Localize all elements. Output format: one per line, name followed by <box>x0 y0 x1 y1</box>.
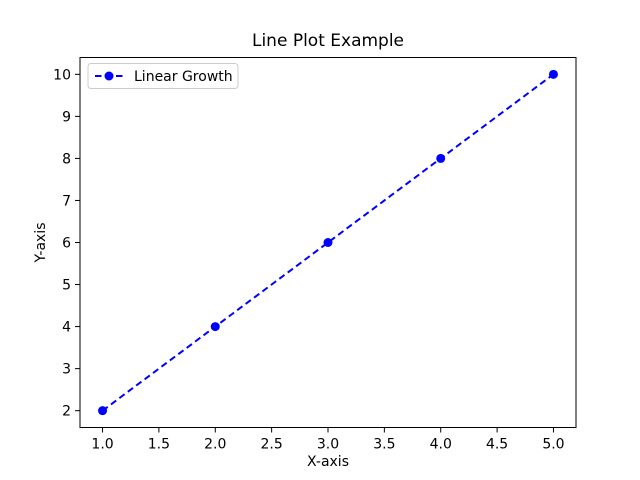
y-axis-ticks: 2 3 4 5 6 7 8 9 10 <box>53 67 80 420</box>
y-tick-label: 7 <box>62 193 71 209</box>
y-tick-label: 10 <box>53 67 71 83</box>
data-point-marker <box>323 238 333 247</box>
legend-box <box>87 63 239 89</box>
y-tick-label: 8 <box>62 151 71 167</box>
x-tick-label: 2.0 <box>204 437 226 453</box>
data-point-marker <box>98 406 108 416</box>
legend-sample-marker <box>104 71 114 81</box>
chart-title: Line Plot Example <box>252 31 404 51</box>
legend: Linear Growth <box>87 63 239 89</box>
data-point-marker <box>210 322 220 332</box>
y-tick-label: 9 <box>62 109 71 125</box>
x-tick-label: 2.5 <box>261 437 283 453</box>
x-axis-label: X-axis <box>307 454 349 470</box>
x-tick-label: 3.5 <box>373 437 395 453</box>
y-tick-label: 2 <box>62 404 71 420</box>
y-tick-label: 6 <box>62 236 71 252</box>
x-tick-label: 4.0 <box>430 437 452 453</box>
y-tick-label: 4 <box>62 320 71 336</box>
y-axis-label: Y-axis <box>33 223 49 264</box>
x-tick-label: 1.0 <box>91 437 113 453</box>
x-axis-ticks: 1.0 1.5 2.0 2.5 3.0 3.5 4.0 4.5 5.0 <box>91 427 565 453</box>
y-tick-label: 5 <box>62 278 71 294</box>
x-tick-label: 1.5 <box>148 437 170 453</box>
legend-label: Linear Growth <box>134 69 233 85</box>
x-tick-label: 5.0 <box>542 437 564 453</box>
y-tick-label: 3 <box>62 362 71 378</box>
x-tick-label: 4.5 <box>486 437 508 453</box>
data-series <box>98 69 558 416</box>
data-point-marker <box>436 153 446 163</box>
data-point-marker <box>548 69 558 79</box>
x-tick-label: 3.0 <box>317 437 339 453</box>
